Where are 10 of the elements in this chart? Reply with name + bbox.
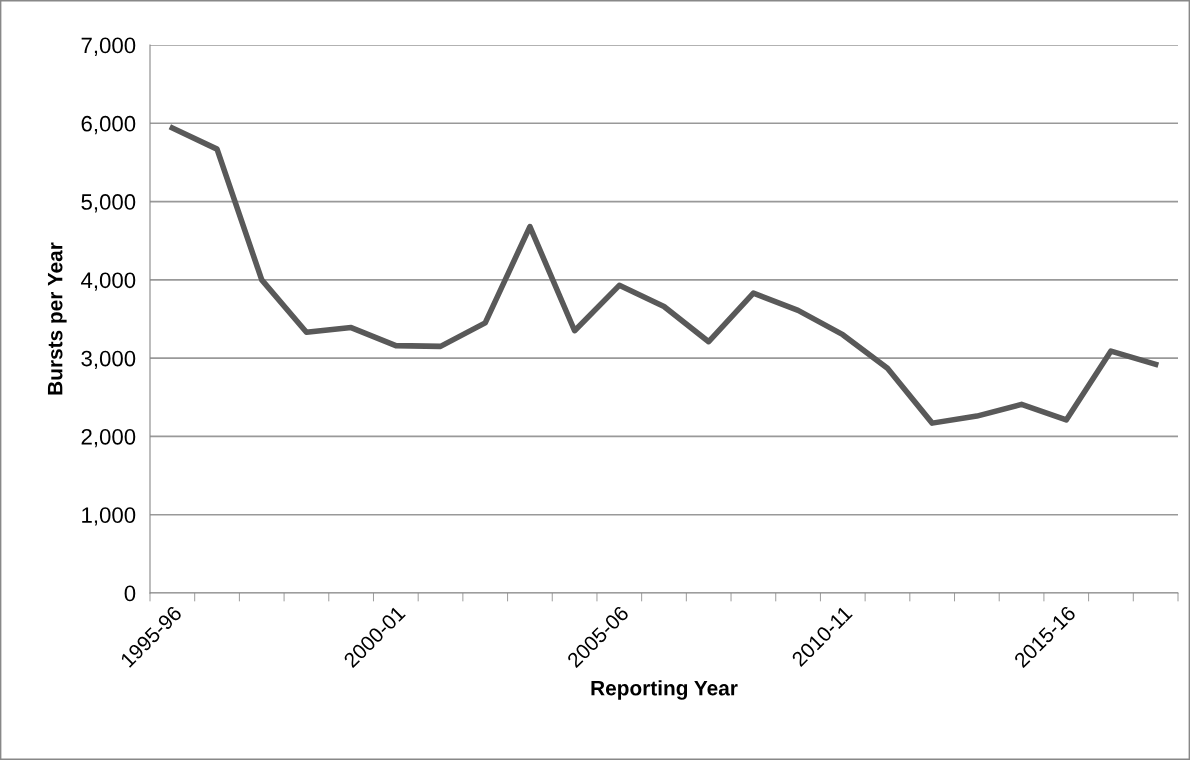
y-tick-label: 0 (124, 585, 136, 602)
x-axis-title: Reporting Year (591, 680, 738, 700)
y-tick-label: 3,000 (81, 350, 136, 370)
y-tick-label: 2,000 (81, 428, 136, 448)
y-tick-label: 4,000 (81, 272, 136, 291)
y-tick-label: 6,000 (81, 115, 136, 135)
y-tick-label: 7,000 (81, 37, 136, 56)
y-axis-title: Bursts per Year (47, 242, 67, 395)
y-tick-label: 5,000 (81, 194, 136, 213)
y-tick-label: 1,000 (82, 507, 136, 526)
